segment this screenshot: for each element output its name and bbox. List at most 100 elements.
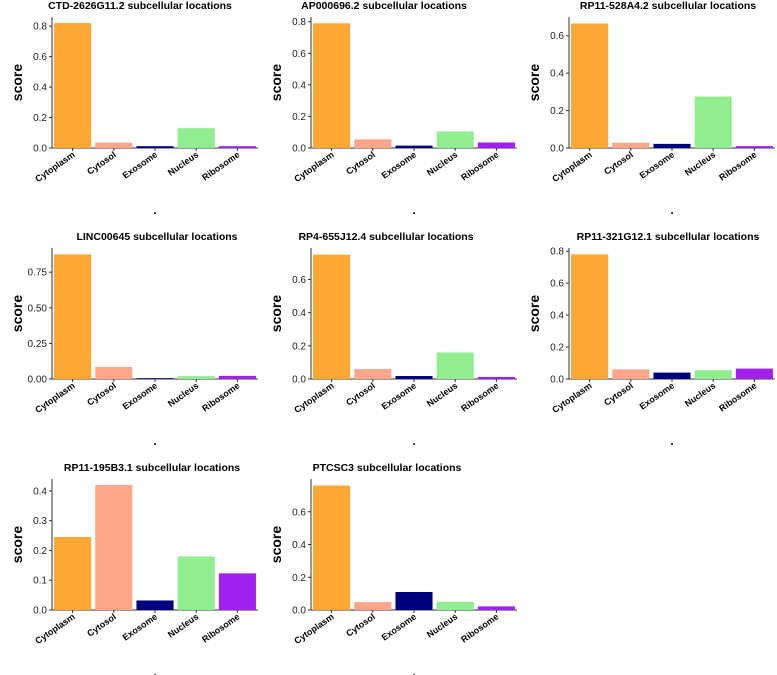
y-tick-label: 0.2 — [292, 341, 306, 352]
x-tick-label: Nucleus — [166, 380, 200, 408]
chart-title: RP11-195B3.1 subcellular locations — [64, 462, 240, 474]
x-tick-label: Ribosome — [717, 149, 758, 182]
bar-nucleus — [436, 131, 474, 148]
x-tick-label: Exosome — [380, 611, 419, 642]
y-tick-label: 0.4 — [33, 83, 47, 94]
x-tick-label: Nucleus — [425, 380, 459, 408]
bar-exosome — [395, 376, 433, 379]
y-tick-label: 0.4 — [292, 540, 306, 551]
x-tick-label: Nucleus — [425, 149, 459, 177]
y-tick-label: 0.2 — [550, 106, 564, 117]
bar-nucleus — [436, 352, 474, 379]
x-tick-label: Cytoplasm — [550, 380, 593, 415]
bar-exosome — [395, 145, 433, 148]
x-axis-title: . — [153, 434, 156, 448]
y-tick-label: 0.0 — [550, 375, 564, 386]
chart-title: RP11-321G12.1 subcellular locations — [577, 231, 760, 243]
x-tick-label: Ribosome — [717, 380, 758, 413]
bar-cytoplasm — [313, 23, 351, 148]
x-tick-label: Cytoplasm — [292, 380, 335, 415]
x-tick-label: Ribosome — [459, 380, 500, 413]
bar-exosome — [136, 600, 174, 610]
bar-cytosol — [354, 139, 392, 148]
bar-ribosome — [735, 368, 773, 379]
bar-cytosol — [95, 484, 133, 610]
y-tick-label: 0.8 — [33, 22, 47, 33]
y-tick-label: 0.6 — [292, 49, 306, 60]
x-tick-label: Exosome — [121, 380, 160, 411]
bar-exosome — [653, 372, 691, 379]
bar-nucleus — [177, 128, 215, 148]
chart-panel-1: CTD-2626G11.2 subcellular locations 0.0 0.… — [9, 0, 258, 217]
x-axis-title: . — [153, 665, 156, 675]
x-tick-label: Exosome — [380, 149, 419, 180]
bar-nucleus — [436, 601, 474, 610]
bar-nucleus — [694, 96, 732, 148]
bar-nucleus — [694, 370, 732, 379]
y-tick-label: 0.6 — [550, 31, 564, 42]
x-axis-title: . — [412, 434, 415, 448]
x-tick-label: Nucleus — [683, 380, 717, 408]
y-axis-title: score — [9, 295, 25, 333]
x-tick-label: Exosome — [121, 149, 160, 180]
x-tick-label: Nucleus — [166, 149, 200, 177]
x-tick-label: Nucleus — [683, 149, 717, 177]
bar-exosome — [136, 378, 174, 379]
x-axis-title: . — [670, 203, 673, 217]
bar-ribosome — [477, 606, 515, 610]
x-axis-title: . — [670, 434, 673, 448]
y-tick-label: 0.6 — [292, 507, 306, 518]
chart-panel-2: AP000696.2 subcellular locations 0.0 0.2 0.… — [268, 0, 517, 217]
y-tick-label: 0.0 — [292, 375, 306, 386]
y-tick-label: 0.6 — [550, 279, 564, 290]
y-tick-label: 0.8 — [292, 17, 306, 28]
y-tick-label: 0.4 — [292, 308, 306, 319]
bar-ribosome — [218, 146, 256, 148]
bar-cytosol — [354, 369, 392, 379]
chart-panel-7: RP11-195B3.1 subcellular locations 0.0 0.1… — [9, 462, 258, 675]
bar-nucleus — [177, 556, 215, 610]
x-tick-label: Cytoplasm — [33, 149, 76, 184]
x-tick-label: Cytoplasm — [33, 611, 76, 646]
y-tick-label: 0.00 — [28, 375, 48, 386]
x-axis-title: . — [412, 665, 415, 675]
chart-panel-6: RP11-321G12.1 subcellular locations 0.0 0.… — [526, 231, 775, 448]
x-tick-label: Exosome — [638, 380, 677, 411]
y-tick-label: 0.4 — [550, 311, 564, 322]
bar-ribosome — [218, 573, 256, 610]
x-tick-label: Cytosol — [344, 149, 377, 176]
y-tick-label: 0.6 — [292, 275, 306, 286]
bar-exosome — [653, 143, 691, 148]
chart-title: PTCSC3 subcellular locations — [313, 462, 462, 474]
bar-cytoplasm — [54, 23, 92, 148]
chart-title: RP4-655J12.4 subcellular locations — [298, 231, 473, 243]
x-tick-label: Cytoplasm — [33, 380, 76, 415]
y-tick-label: 0.4 — [292, 80, 306, 91]
x-axis-title: . — [153, 203, 156, 217]
y-tick-label: 0.0 — [292, 606, 306, 617]
y-tick-label: 0.1 — [33, 576, 47, 587]
bar-cytosol — [612, 142, 650, 148]
bar-cytoplasm — [313, 485, 351, 610]
y-tick-label: 0.8 — [550, 247, 564, 258]
chart-title: CTD-2626G11.2 subcellular locations — [48, 0, 232, 12]
bar-cytoplasm — [571, 23, 609, 148]
x-tick-label: Ribosome — [459, 611, 500, 644]
x-tick-label: Exosome — [638, 149, 677, 180]
y-tick-label: 0.3 — [33, 516, 47, 527]
x-tick-label: Ribosome — [200, 611, 241, 644]
x-axis-title: . — [412, 203, 415, 217]
y-tick-label: 0.0 — [33, 144, 47, 155]
y-tick-label: 0.2 — [292, 112, 306, 123]
y-tick-label: 0.2 — [292, 573, 306, 584]
y-tick-label: 0.4 — [33, 486, 47, 497]
y-axis-title: score — [526, 64, 542, 102]
bar-cytoplasm — [54, 254, 92, 379]
x-tick-label: Cytoplasm — [292, 149, 335, 184]
bar-ribosome — [218, 375, 256, 379]
x-tick-label: Exosome — [380, 380, 419, 411]
bar-exosome — [395, 591, 433, 610]
chart-title: RP11-528A4.2 subcellular locations — [580, 0, 756, 12]
x-tick-label: Exosome — [121, 611, 160, 642]
